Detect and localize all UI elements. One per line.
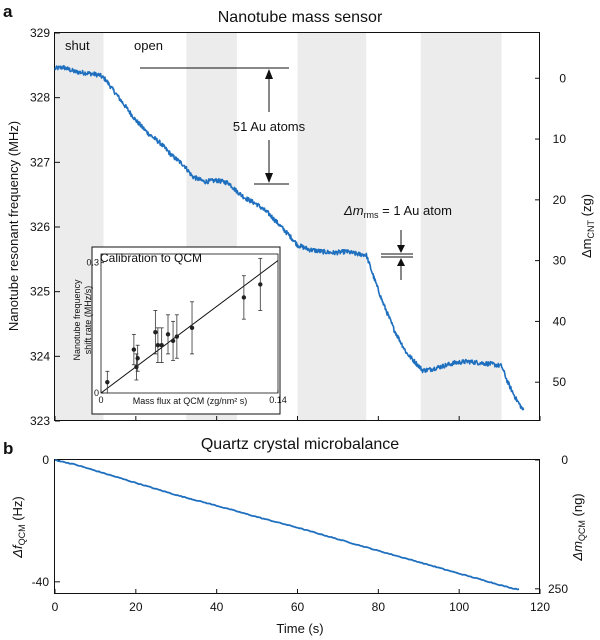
y2-tick-label: 250 [548, 582, 568, 596]
y2-tick-label: 50 [553, 375, 567, 389]
rms-arrowhead-down [397, 245, 405, 253]
shaded-interval [297, 33, 367, 421]
y-tick-label: 323 [30, 414, 50, 428]
arrowhead-down [265, 173, 273, 183]
chart-title-mass-sensor: Nanotube mass sensor [218, 9, 383, 26]
y-tick-label: -40 [32, 575, 50, 589]
inset-data-point [258, 282, 263, 287]
x-axis-ticks-b: 0 20 40 60 80 100 120 [52, 589, 550, 614]
x-axis-label: Time (s) [276, 621, 323, 636]
y2-tick-label: 10 [553, 132, 567, 146]
label-shut: shut [65, 38, 90, 53]
y-tick-label: 0 [42, 453, 49, 467]
y-tick-label: 329 [30, 26, 50, 40]
x-axis-ticks-a [54, 416, 541, 421]
y2-axis-ticks-b: 0 250 [535, 453, 568, 596]
arrowhead-up [265, 69, 273, 79]
inset-data-point [135, 356, 140, 361]
y-tick-label: 325 [30, 285, 50, 299]
shaded-intervals [55, 33, 502, 421]
inset-xlabel: Mass flux at QCM (zg/nm² s) [133, 396, 248, 406]
inset-data-point [155, 343, 161, 348]
atoms-annotation: 51 Au atoms [140, 67, 306, 185]
chart-title-qcm: Quartz crystal microbalance [201, 436, 399, 453]
inset-y-tick-label: 0.3 [86, 258, 99, 268]
inset-data-point [105, 379, 110, 385]
y2-tick-label: 30 [553, 254, 567, 268]
y2-axis-label-b: ΔmQCM (ng) [570, 493, 587, 561]
shaded-interval [420, 33, 502, 421]
calibration-inset: Calibration to QCM 0 0.14 0 0.3 Nanotube fr… [72, 246, 287, 415]
inset-ticks: 0 0.14 0 0.3 [86, 258, 286, 405]
y2-tick-label: 20 [553, 193, 567, 207]
inset-data-point [241, 295, 247, 300]
inset-data-point [189, 325, 195, 331]
x-tick-label: 120 [530, 600, 550, 614]
y2-axis-ticks-a: 0 10 20 30 40 50 [535, 71, 566, 389]
y-axis-ticks-a: 323 324 325 326 327 328 329 [30, 26, 60, 428]
inset-fit-line [100, 260, 279, 394]
inset-data-point [153, 329, 158, 335]
inset-data-point [170, 338, 176, 344]
mass-sensor-line [54, 65, 525, 411]
y2-tick-label: 0 [559, 71, 566, 85]
y2-tick-label: 40 [553, 314, 567, 328]
y-axis-label-b: ΔfQCM (Hz) [10, 496, 27, 559]
y-axis-ticks-b: 0 -40 [32, 453, 60, 589]
inset-x-tick-label: 0 [98, 395, 103, 405]
inset-title: Calibration to QCM [100, 251, 202, 265]
inset-ylabel-line-2: shift rate (MHz/s) [83, 286, 93, 355]
inset-background [91, 246, 281, 415]
x-tick-label: 20 [129, 600, 143, 614]
label-open: open [134, 38, 163, 53]
atoms-annotation-text: 51 Au atoms [233, 119, 306, 134]
y-tick-label: 328 [30, 91, 50, 105]
rms-arrowhead-up [397, 258, 405, 266]
rms-annotation-text: Δmrms = 1 Au atom [343, 203, 452, 220]
inset-x-tick-label: 0.14 [269, 395, 287, 405]
y-axis-label-a: Nanotube resonant frequency (MHz) [6, 121, 21, 331]
panel-a-letter: a [3, 2, 13, 21]
qcm-line [54, 459, 520, 591]
inset-plot-frame [100, 253, 279, 394]
y-tick-label: 324 [30, 349, 50, 363]
inset-data-point [131, 347, 137, 352]
y-tick-label: 327 [30, 155, 50, 169]
x-tick-label: 0 [52, 600, 59, 614]
inset-y-tick-label: 0 [94, 388, 99, 398]
x-tick-label: 80 [372, 600, 386, 614]
x-tick-label: 100 [449, 600, 469, 614]
y2-tick-label: 0 [561, 453, 568, 467]
inset-data-point [165, 332, 171, 337]
inset-ylabel-line-1: Nanotube frequency [72, 279, 82, 361]
inset-data-point [174, 334, 180, 339]
inset-data-point [159, 343, 164, 348]
y-tick-label: 326 [30, 220, 50, 234]
x-tick-label: 60 [291, 600, 305, 614]
rms-annotation: Δmrms = 1 Au atom [343, 203, 452, 280]
x-tick-label: 40 [210, 600, 224, 614]
panel-b-letter: b [3, 439, 13, 458]
inset-points [105, 257, 263, 394]
y2-axis-label-a: ΔmCNT (zg) [579, 194, 596, 258]
